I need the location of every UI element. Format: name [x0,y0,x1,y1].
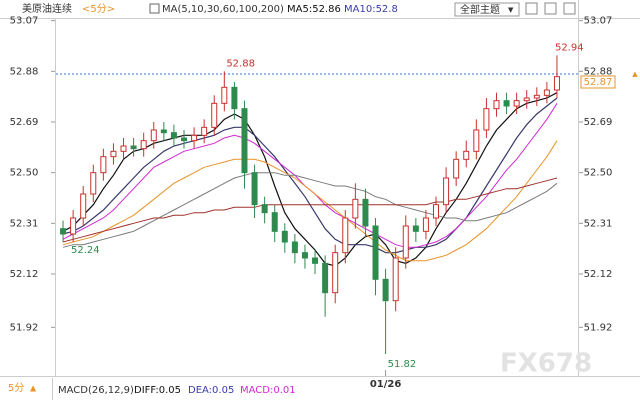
candle-body [231,86,238,110]
candle-body [301,252,308,259]
last-price-box [580,75,616,89]
candle-body [412,225,419,232]
candle-body [110,150,117,158]
candle-body [362,198,369,227]
candle-body [553,76,560,91]
candle-body [453,158,460,179]
tool-icon[interactable] [525,2,538,15]
candle-body [443,177,450,206]
y-tick-label: 52.50 [10,168,39,179]
candle-body [392,257,399,302]
extreme-label: 52.24 [71,245,100,256]
candle-body [382,278,389,302]
candle-body [402,225,409,259]
candle-body [322,262,329,294]
tool-icon[interactable] [563,2,576,15]
y-tick-label: 51.92 [10,322,39,333]
candle-body [241,108,248,174]
y2-tick-label: 52.31 [584,218,613,229]
y-tick-label: 52.12 [10,269,39,280]
ma-line [62,177,558,243]
y-tick-label: 52.88 [10,66,39,77]
candle-body [493,100,500,110]
last-price-arrow: ▲ [632,70,638,78]
candle-body [513,100,520,107]
legend-ma10: MA10:52.8 [344,4,398,15]
candle-body [543,89,550,96]
y2-tick-label: 53.07 [584,16,613,27]
candle-body [271,212,278,232]
chart-title: 美原油连续 [22,2,72,15]
theme-button[interactable] [454,2,520,17]
footer-arrow: ▲ [30,384,37,393]
last-price-label: 52.87 [584,77,613,88]
candle-body [191,134,198,142]
candle-body [211,102,218,128]
candle-body [160,129,167,134]
candle-body [523,97,530,102]
candle-body [372,225,379,280]
candle-body [170,132,177,139]
candle-body [281,230,288,243]
candle-body [332,252,339,294]
extreme-label: 51.82 [388,359,417,370]
candle-body [251,172,258,206]
legend-ma5: MA5:52.86 [287,4,341,15]
candle-body [473,129,480,152]
candle-body [100,156,107,174]
macd-value: MACD:0.01 [240,385,296,396]
candle-body [291,241,298,254]
y-tick-label: 52.69 [10,117,39,128]
y2-tick-label: 52.88 [584,66,613,77]
candle-body [201,126,208,136]
y2-tick-label: 52.50 [584,168,613,179]
candle-body [130,145,137,150]
extreme-label: 52.94 [555,42,584,53]
macd-label: MACD(26,12,9) [58,385,134,396]
candle-body [483,108,490,131]
y2-tick-label: 52.12 [584,269,613,280]
candle-body [80,193,87,219]
indicator-icon[interactable] [149,3,160,14]
candle-body [342,217,349,254]
footer-period: 5分 [8,382,24,394]
candle-body [221,86,228,104]
candle-body [60,228,67,235]
candle-body [70,217,77,235]
candle-body [463,150,470,160]
macd-dea: DEA:0.05 [188,385,234,396]
macd-diff: DIFF:0.05 [134,385,181,396]
candle-body [503,100,510,107]
watermark: FX678 [500,349,592,379]
candle-body [533,94,540,99]
tool-icon[interactable] [544,2,557,15]
candle-body [90,172,97,195]
indicator: MA(5,10,30,60,100,200) [162,4,284,15]
candle-body [181,137,187,142]
candle-body [140,140,147,150]
y-tick-label: 52.31 [10,218,39,229]
ma-line [62,172,558,248]
candle-body [352,198,359,219]
y2-tick-label: 51.92 [584,322,613,333]
dropdown-arrow: ▼ [508,6,514,14]
candle-body [261,204,268,214]
period: <5分> [82,3,115,15]
candle-body [312,257,319,264]
y2-tick-label: 52.69 [584,117,613,128]
y-tick-label: 53.07 [10,16,39,27]
ma-line [62,140,558,262]
theme-button-label: 全部主题 [460,3,500,16]
candle-body [433,204,439,219]
candle-body [422,217,429,232]
extreme-label: 52.88 [226,58,255,69]
candle-body [150,129,157,142]
candle-body [120,145,127,152]
x-tick-label: 01/26 [370,379,402,390]
